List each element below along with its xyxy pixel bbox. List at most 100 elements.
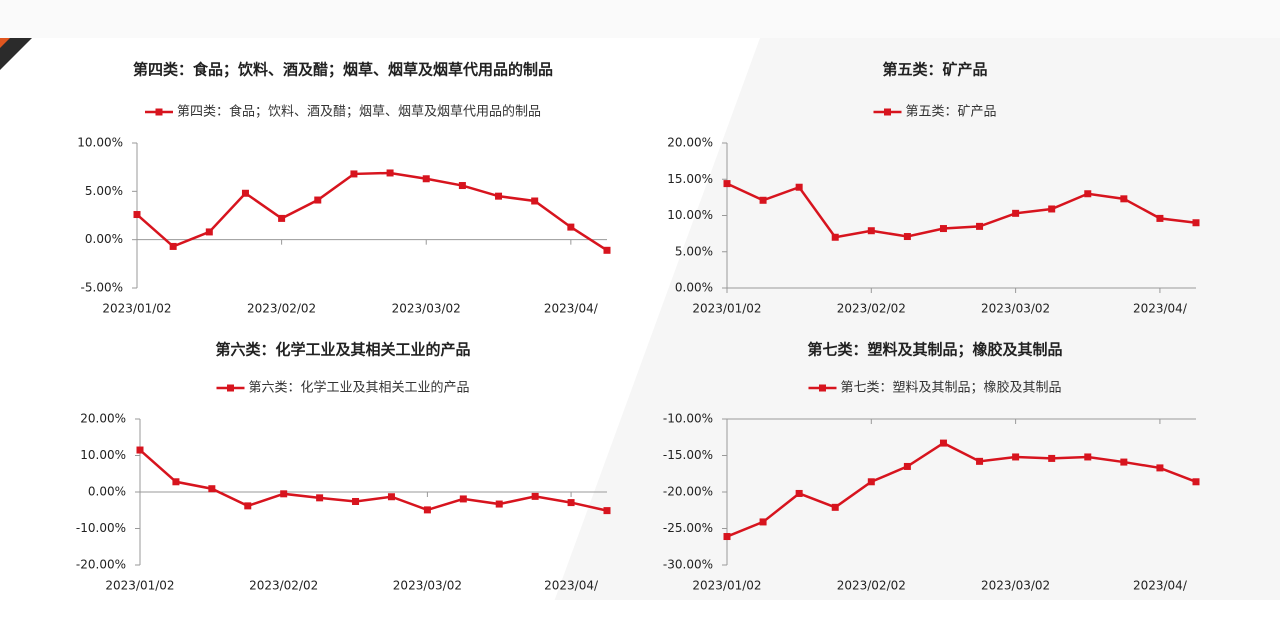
y-tick-label: -10.00% — [663, 412, 713, 426]
point-marker — [723, 533, 731, 541]
point-marker — [386, 169, 394, 177]
y-tick-label: 20.00% — [80, 412, 126, 426]
point-marker — [1156, 214, 1164, 222]
point-marker — [1120, 458, 1128, 466]
point-marker — [831, 503, 839, 511]
x-tick-label: 2023/02/02 — [837, 302, 906, 316]
point-marker — [1156, 464, 1164, 472]
y-tick-label: -10.00% — [76, 521, 126, 535]
point-marker — [939, 225, 947, 233]
point-marker — [423, 506, 431, 514]
point-marker — [133, 211, 141, 219]
y-tick-label: -20.00% — [76, 558, 126, 572]
series-line — [136, 171, 608, 252]
x-tick-label: 2023/01/02 — [692, 579, 761, 593]
legend-label: 第五类：矿产品 — [905, 105, 996, 120]
x-tick-label: 2023/04/ — [544, 302, 599, 316]
point-marker — [136, 446, 144, 454]
decor-shape — [540, 38, 1280, 640]
y-tick-label: 20.00% — [667, 136, 713, 150]
series-line — [726, 441, 1197, 538]
y-tick-label: -25.00% — [663, 521, 713, 535]
point-marker — [867, 478, 875, 486]
point-marker — [795, 183, 803, 191]
point-marker — [759, 518, 767, 526]
x-tick-label: 2023/01/02 — [102, 302, 171, 316]
x-tick-label: 2023/03/02 — [981, 579, 1050, 593]
point-marker — [759, 196, 767, 204]
y-tick-label: -5.00% — [81, 281, 123, 295]
x-tick-label: 2023/03/02 — [393, 579, 462, 593]
x-tick-label: 2023/04/ — [544, 579, 599, 593]
point-marker — [1120, 195, 1128, 203]
y-tick-label: 10.00% — [77, 136, 123, 150]
point-marker — [172, 478, 180, 486]
chart-title: 第五类：矿产品 — [882, 61, 987, 79]
point-marker — [531, 197, 539, 205]
y-tick-label: -15.00% — [663, 448, 713, 462]
point-marker — [350, 170, 358, 178]
point-marker — [169, 242, 177, 250]
corner-decor-accent — [0, 38, 10, 48]
x-tick-label: 2023/01/02 — [105, 579, 174, 593]
y-tick-label: 5.00% — [675, 244, 713, 258]
point-marker — [567, 499, 575, 507]
x-tick-label: 2023/04/ — [1133, 302, 1188, 316]
point-marker — [241, 189, 249, 197]
point-marker — [1192, 219, 1200, 227]
point-marker — [280, 490, 288, 498]
point-marker — [1012, 453, 1020, 461]
legend-marker — [226, 384, 234, 392]
point-marker — [422, 175, 430, 183]
chart-title: 第四类：食品；饮料、酒及醋；烟草、烟草及烟草代用品的制品 — [133, 61, 553, 79]
point-marker — [531, 492, 539, 500]
y-tick-label: 0.00% — [88, 485, 126, 499]
point-marker — [1084, 453, 1092, 461]
point-marker — [208, 485, 216, 493]
point-marker — [278, 214, 286, 222]
point-marker — [723, 180, 731, 188]
x-tick-label: 2023/02/02 — [247, 302, 316, 316]
x-tick-label: 2023/02/02 — [249, 579, 318, 593]
x-tick-label: 2023/04/ — [1133, 579, 1188, 593]
point-marker — [939, 439, 947, 447]
point-marker — [831, 233, 839, 241]
series-line — [726, 182, 1197, 239]
point-marker — [903, 233, 911, 241]
point-marker — [1012, 209, 1020, 217]
series-line — [139, 449, 608, 512]
x-tick-label: 2023/03/02 — [981, 302, 1050, 316]
chart-title: 第六类：化学工业及其相关工业的产品 — [215, 341, 470, 359]
legend-marker — [883, 108, 891, 116]
point-marker — [316, 494, 324, 502]
point-marker — [495, 192, 503, 200]
legend-label: 第六类：化学工业及其相关工业的产品 — [248, 380, 469, 396]
legend-label: 第四类：食品；饮料、酒及醋；烟草、烟草及烟草代用品的制品 — [177, 104, 541, 120]
point-marker — [976, 222, 984, 230]
legend-marker — [818, 384, 826, 392]
x-tick-label: 2023/03/02 — [392, 302, 461, 316]
corner-decor — [0, 38, 32, 70]
point-marker — [495, 500, 503, 508]
point-marker — [603, 507, 611, 515]
point-marker — [352, 497, 360, 505]
y-tick-label: -30.00% — [663, 558, 713, 572]
y-tick-label: 0.00% — [675, 281, 713, 295]
x-tick-label: 2023/02/02 — [837, 579, 906, 593]
y-tick-label: 5.00% — [85, 184, 123, 198]
chart-title: 第七类：塑料及其制品；橡胶及其制品 — [807, 341, 1062, 359]
y-tick-label: 10.00% — [667, 208, 713, 222]
y-tick-label: 0.00% — [85, 232, 123, 246]
legend-marker — [155, 108, 163, 116]
point-marker — [314, 196, 322, 204]
point-marker — [867, 227, 875, 235]
bottom-band — [0, 600, 1280, 640]
point-marker — [567, 223, 575, 231]
point-marker — [1048, 205, 1056, 213]
point-marker — [1048, 454, 1056, 462]
point-marker — [458, 182, 466, 190]
y-tick-label: 15.00% — [667, 172, 713, 186]
y-tick-label: -20.00% — [663, 485, 713, 499]
